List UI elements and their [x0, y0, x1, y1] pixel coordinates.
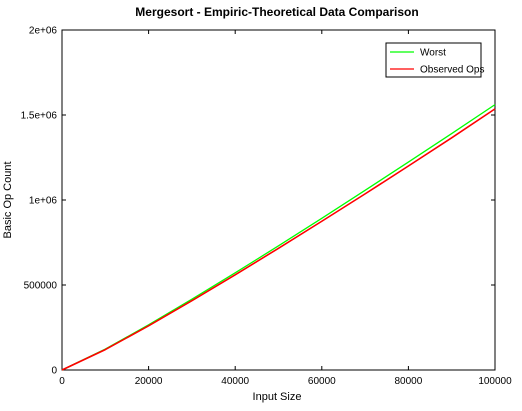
- x-axis-label: Input Size: [253, 391, 302, 403]
- legend-label-observed-ops: Observed Ops: [420, 65, 484, 76]
- y-tick-label: 1.5e+06: [21, 111, 58, 122]
- x-axis-ticks: 0 20000 40000 60000 80000 100000: [59, 30, 512, 387]
- plot-frame: [61, 29, 496, 371]
- series-line-observed-ops: [61, 108, 496, 371]
- legend: Worst Observed Ops: [385, 42, 484, 78]
- y-tick-label: 0: [51, 366, 57, 377]
- x-tick-label: 0: [59, 376, 65, 387]
- x-tick-label: 60000: [308, 376, 336, 387]
- x-tick-label: 20000: [135, 376, 163, 387]
- y-tick-label: 500000: [24, 281, 58, 292]
- series-line-worst: [61, 104, 496, 371]
- y-tick-label: 2e+06: [29, 26, 58, 37]
- y-axis-ticks: 0 500000 1e+06 1.5e+06 2e+06: [21, 26, 495, 377]
- x-tick-label: 80000: [394, 376, 422, 387]
- x-tick-label: 100000: [478, 376, 512, 387]
- legend-label-worst: Worst: [420, 48, 446, 59]
- chart-title: Mergesort - Empiric-Theoretical Data Com…: [135, 5, 418, 19]
- y-tick-label: 1e+06: [29, 196, 58, 207]
- x-tick-label: 40000: [221, 376, 249, 387]
- legend-box: [385, 42, 482, 78]
- series-lines: [61, 104, 496, 371]
- y-axis-label: Basic Op Count: [2, 161, 14, 238]
